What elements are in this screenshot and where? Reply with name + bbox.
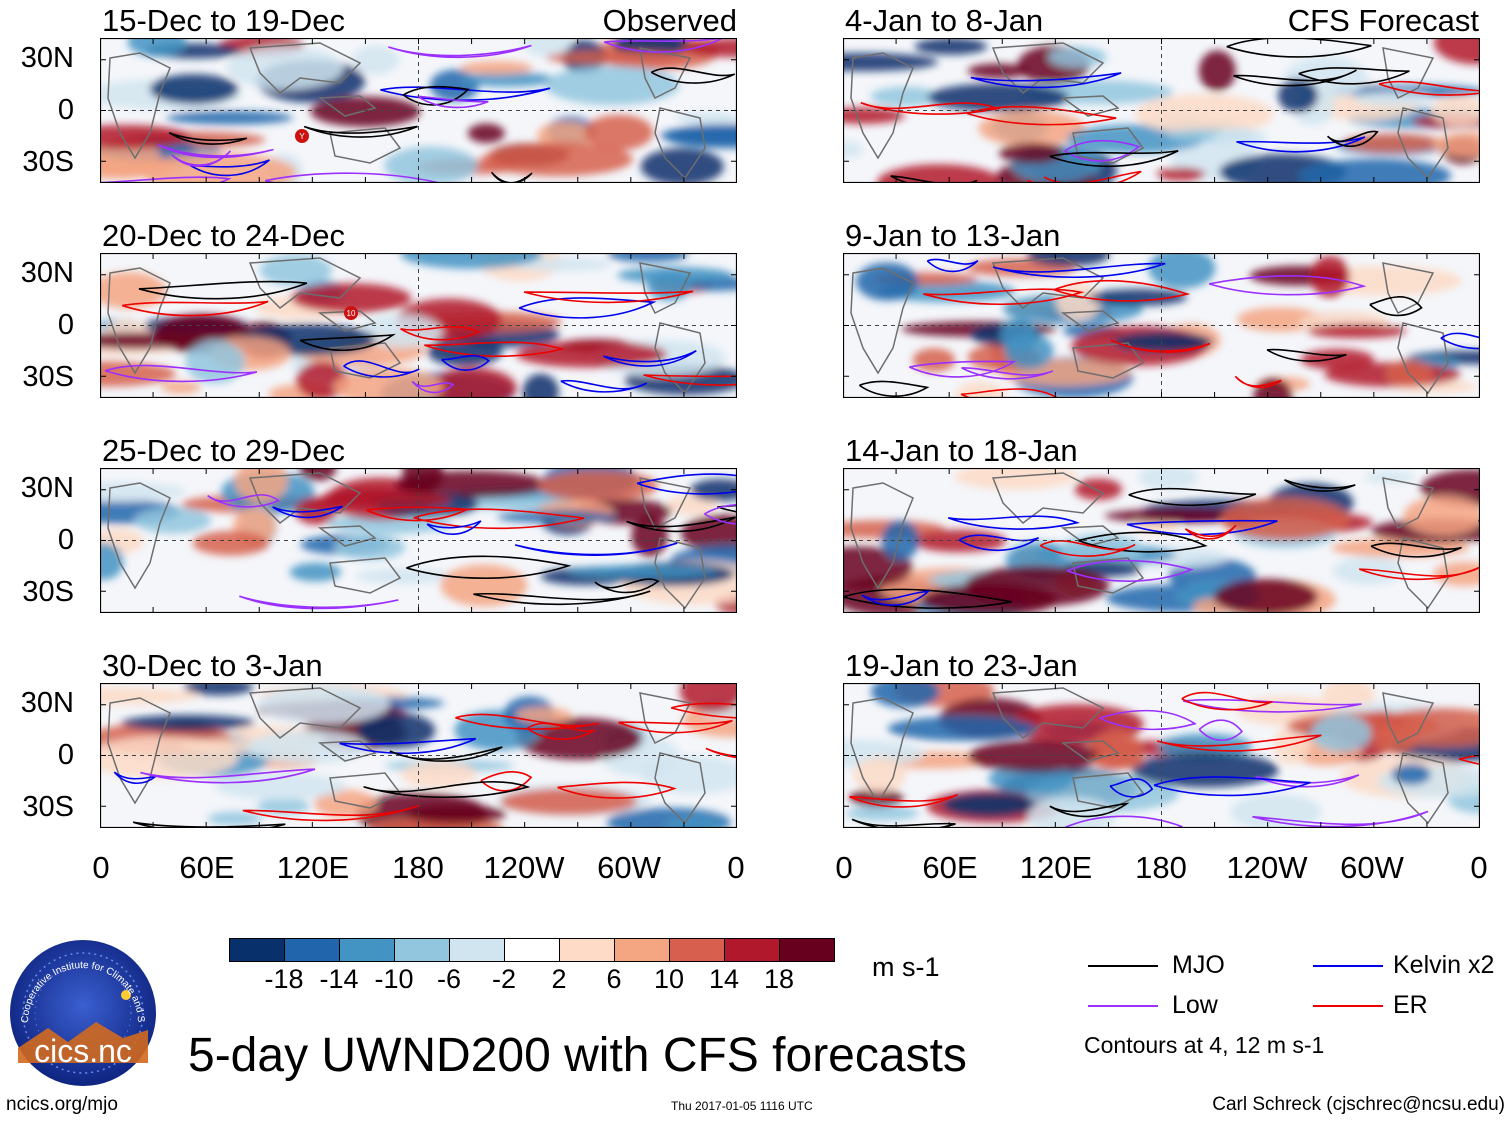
x-label-0: 0 — [835, 850, 853, 885]
colorbar-tick-label: -6 — [436, 964, 462, 994]
map-panel-5 — [843, 38, 1480, 183]
colorbar-swatch — [724, 938, 780, 962]
footer-url: ncics.org/mjo — [6, 1094, 118, 1115]
y-label-0: 0 — [57, 524, 74, 556]
y-label-30n: 30N — [20, 257, 74, 289]
legend-kelvin-label: Kelvin x2 — [1393, 951, 1495, 979]
panel-title-2: 20-Dec to 24-Dec — [102, 218, 345, 253]
y-label-0: 0 — [57, 309, 74, 341]
observed-label: Observed — [602, 3, 737, 38]
legend-low-line — [1088, 1005, 1158, 1007]
y-label-30s: 30S — [22, 361, 74, 393]
map-panel-4 — [100, 683, 737, 828]
colorbar-tick-label: 6 — [606, 964, 622, 994]
x-label-0: 0 — [1470, 850, 1488, 885]
y-label-30s: 30S — [22, 146, 74, 178]
x-label-60e: 60E — [922, 850, 978, 885]
panel-title-6: 9-Jan to 13-Jan — [845, 218, 1061, 253]
colorbar-swatch — [449, 938, 505, 962]
x-label-0: 0 — [92, 850, 110, 885]
y-label-0: 0 — [57, 739, 74, 771]
colorbar-swatch — [669, 938, 725, 962]
legend-mjo-line — [1088, 965, 1158, 967]
footer-timestamp: Thu 2017-01-05 1116 UTC — [671, 1099, 813, 1113]
storm-marker-label: Y — [299, 132, 305, 141]
footer-author: Carl Schreck (cjschrec@ncsu.edu) — [1212, 1094, 1505, 1115]
storm-marker — [344, 306, 358, 320]
colorbar-swatch — [559, 938, 615, 962]
cfs-forecast-label: CFS Forecast — [1287, 3, 1479, 38]
colorbar-tick-label: -2 — [491, 964, 517, 994]
colorbar-swatch — [504, 938, 560, 962]
cics-logo: Cooperative Institute for Climate and Sa… — [8, 938, 156, 1086]
y-label-30n: 30N — [20, 42, 74, 74]
x-label-180: 180 — [392, 850, 444, 885]
colorbar-swatch — [284, 938, 340, 962]
legend-kelvin-line — [1313, 965, 1383, 967]
map-panel-2: 10 — [100, 253, 737, 398]
colorbar-tick-label: 10 — [653, 964, 685, 994]
x-label-120w: 120W — [483, 850, 565, 885]
colorbar — [229, 938, 835, 962]
colorbar-swatch — [779, 938, 835, 962]
x-label-60w: 60W — [597, 850, 661, 885]
storm-marker-label: 10 — [347, 309, 356, 318]
legend-er-line — [1313, 1005, 1383, 1007]
colorbar-tick-label: 18 — [763, 964, 795, 994]
panel-title-7: 14-Jan to 18-Jan — [845, 433, 1078, 468]
panel-title-5: 4-Jan to 8-Jan — [845, 3, 1044, 38]
y-label-30n: 30N — [20, 472, 74, 504]
x-label-0: 0 — [727, 850, 745, 885]
colorbar-swatch — [339, 938, 395, 962]
colorbar-tick-label: -10 — [374, 964, 414, 994]
colorbar-tick-label: -14 — [319, 964, 359, 994]
legend-note: Contours at 4, 12 m s-1 — [1084, 1032, 1325, 1058]
x-label-120e: 120E — [276, 850, 350, 885]
x-label-120w: 120W — [1226, 850, 1308, 885]
panel-title-4: 30-Dec to 3-Jan — [102, 648, 323, 683]
x-label-60w: 60W — [1340, 850, 1404, 885]
y-label-30s: 30S — [22, 576, 74, 608]
logo-text: cics.nc — [34, 1033, 132, 1069]
y-label-0: 0 — [57, 94, 74, 126]
y-label-30s: 30S — [22, 791, 74, 823]
main-title: 5-day UWND200 with CFS forecasts — [188, 1029, 967, 1082]
legend-low-label: Low — [1172, 991, 1218, 1019]
panel-title-1: 15-Dec to 19-Dec — [102, 3, 345, 38]
colorbar-swatch — [229, 938, 285, 962]
legend-mjo-label: MJO — [1172, 951, 1225, 979]
map-panel-1: Y — [100, 38, 737, 183]
map-panel-6 — [843, 253, 1480, 398]
panel-title-8: 19-Jan to 23-Jan — [845, 648, 1078, 683]
map-panel-7 — [843, 468, 1480, 613]
x-label-120e: 120E — [1019, 850, 1093, 885]
x-label-180: 180 — [1135, 850, 1187, 885]
legend-er-label: ER — [1393, 991, 1428, 1019]
colorbar-swatch — [394, 938, 450, 962]
storm-marker — [295, 129, 309, 143]
map-panel-3 — [100, 468, 737, 613]
colorbar-labels: -18 -14 -10 -6 -2 2 6 10 14 18 — [229, 966, 834, 996]
x-label-60e: 60E — [179, 850, 235, 885]
y-label-30n: 30N — [20, 687, 74, 719]
colorbar-tick-label: 2 — [551, 964, 567, 994]
colorbar-units: m s-1 — [872, 952, 940, 982]
map-panel-8 — [843, 683, 1480, 828]
colorbar-tick-label: 14 — [708, 964, 740, 994]
colorbar-swatch — [614, 938, 670, 962]
colorbar-tick-label: -18 — [264, 964, 304, 994]
panel-title-3: 25-Dec to 29-Dec — [102, 433, 345, 468]
